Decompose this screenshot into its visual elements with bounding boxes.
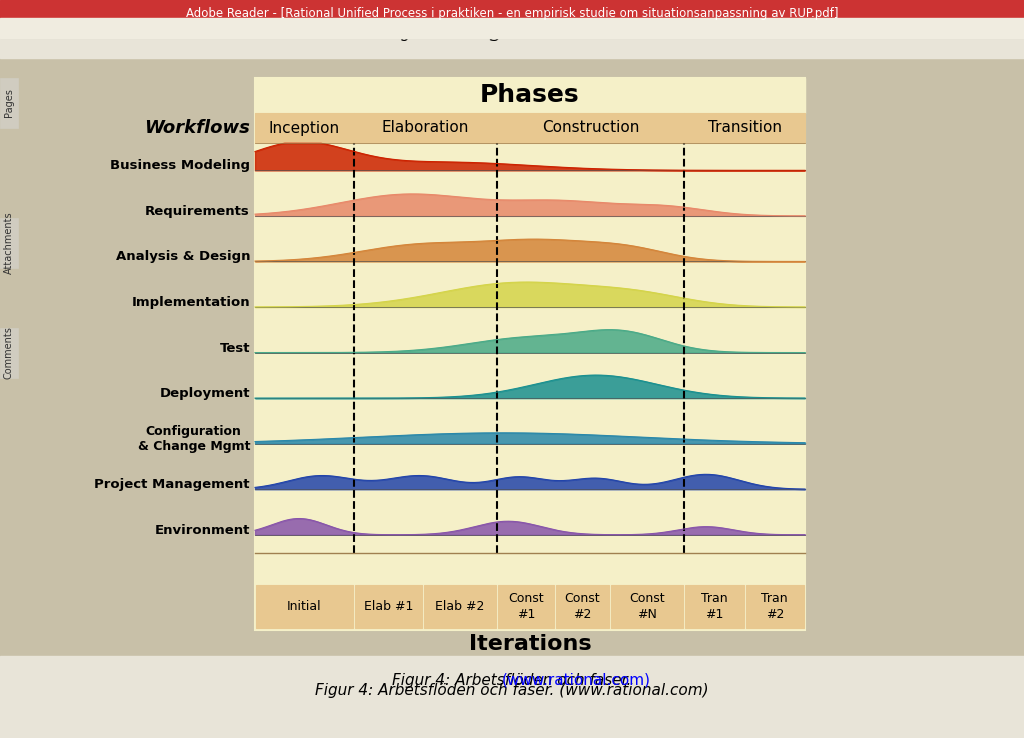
Bar [684, 113, 805, 143]
Text: Const
#N: Const #N [629, 593, 665, 621]
Bar [0, 328, 18, 378]
Bar [0, 0, 1024, 28]
Text: Configuration
& Change Mgmt: Configuration & Change Mgmt [137, 425, 250, 453]
Text: Transition: Transition [708, 120, 781, 136]
Bar [0, 656, 1024, 738]
Text: Comments: Comments [4, 326, 14, 379]
Bar [255, 113, 354, 143]
Text: Const
#2: Const #2 [564, 593, 600, 621]
Text: Tran
#1: Tran #1 [701, 593, 728, 621]
Text: Inception: Inception [269, 120, 340, 136]
Text: Attachments: Attachments [4, 212, 14, 275]
Bar [0, 18, 1024, 38]
Bar [255, 78, 805, 630]
Bar [255, 78, 805, 113]
Text: Tran
#2: Tran #2 [762, 593, 788, 621]
Bar [556, 585, 608, 628]
Bar [497, 113, 684, 143]
Bar [354, 113, 497, 143]
Text: Analysis & Design: Analysis & Design [116, 250, 250, 263]
Text: Elaboration: Elaboration [382, 120, 469, 136]
Text: Phases: Phases [480, 83, 580, 108]
Bar [498, 585, 554, 628]
Bar [610, 585, 683, 628]
Text: Elab #2: Elab #2 [435, 600, 484, 613]
Text: Elab #1: Elab #1 [364, 600, 413, 613]
Text: Environment: Environment [155, 524, 250, 537]
Bar [0, 78, 18, 128]
Text: Implementation: Implementation [131, 296, 250, 309]
Bar [256, 585, 353, 628]
Text: Iterations: Iterations [469, 634, 591, 654]
Text: Construction: Construction [542, 120, 639, 136]
Text: Initial: Initial [287, 600, 322, 613]
Bar [0, 0, 1024, 58]
Text: Workflows: Workflows [144, 119, 250, 137]
Text: Test: Test [219, 342, 250, 354]
Text: Figur 4: Arbetsflöden och faser. (www.rational.com): Figur 4: Arbetsflöden och faser. (www.ra… [315, 683, 709, 697]
Bar [745, 585, 804, 628]
Bar [355, 585, 422, 628]
Bar [0, 0, 1024, 38]
Text: (www.rational.com): (www.rational.com) [502, 672, 650, 688]
Bar [0, 218, 18, 268]
Text: Adobe Reader - [Rational Unified Process i praktiken - en empirisk studie om sit: Adobe Reader - [Rational Unified Process… [185, 7, 839, 21]
Text: Project Management: Project Management [94, 478, 250, 492]
Text: Figur 4: Arbetsflöden och faser.: Figur 4: Arbetsflöden och faser. [392, 672, 632, 688]
Text: Const
#1: Const #1 [508, 593, 544, 621]
Bar [685, 585, 743, 628]
Text: nsionerna kan illustreras med följande figur: nsionerna kan illustreras med följande f… [30, 19, 527, 41]
Bar [424, 585, 496, 628]
Text: Pages: Pages [4, 89, 14, 117]
Text: Business Modeling: Business Modeling [110, 159, 250, 172]
Text: Deployment: Deployment [160, 387, 250, 400]
Text: Requirements: Requirements [145, 205, 250, 218]
